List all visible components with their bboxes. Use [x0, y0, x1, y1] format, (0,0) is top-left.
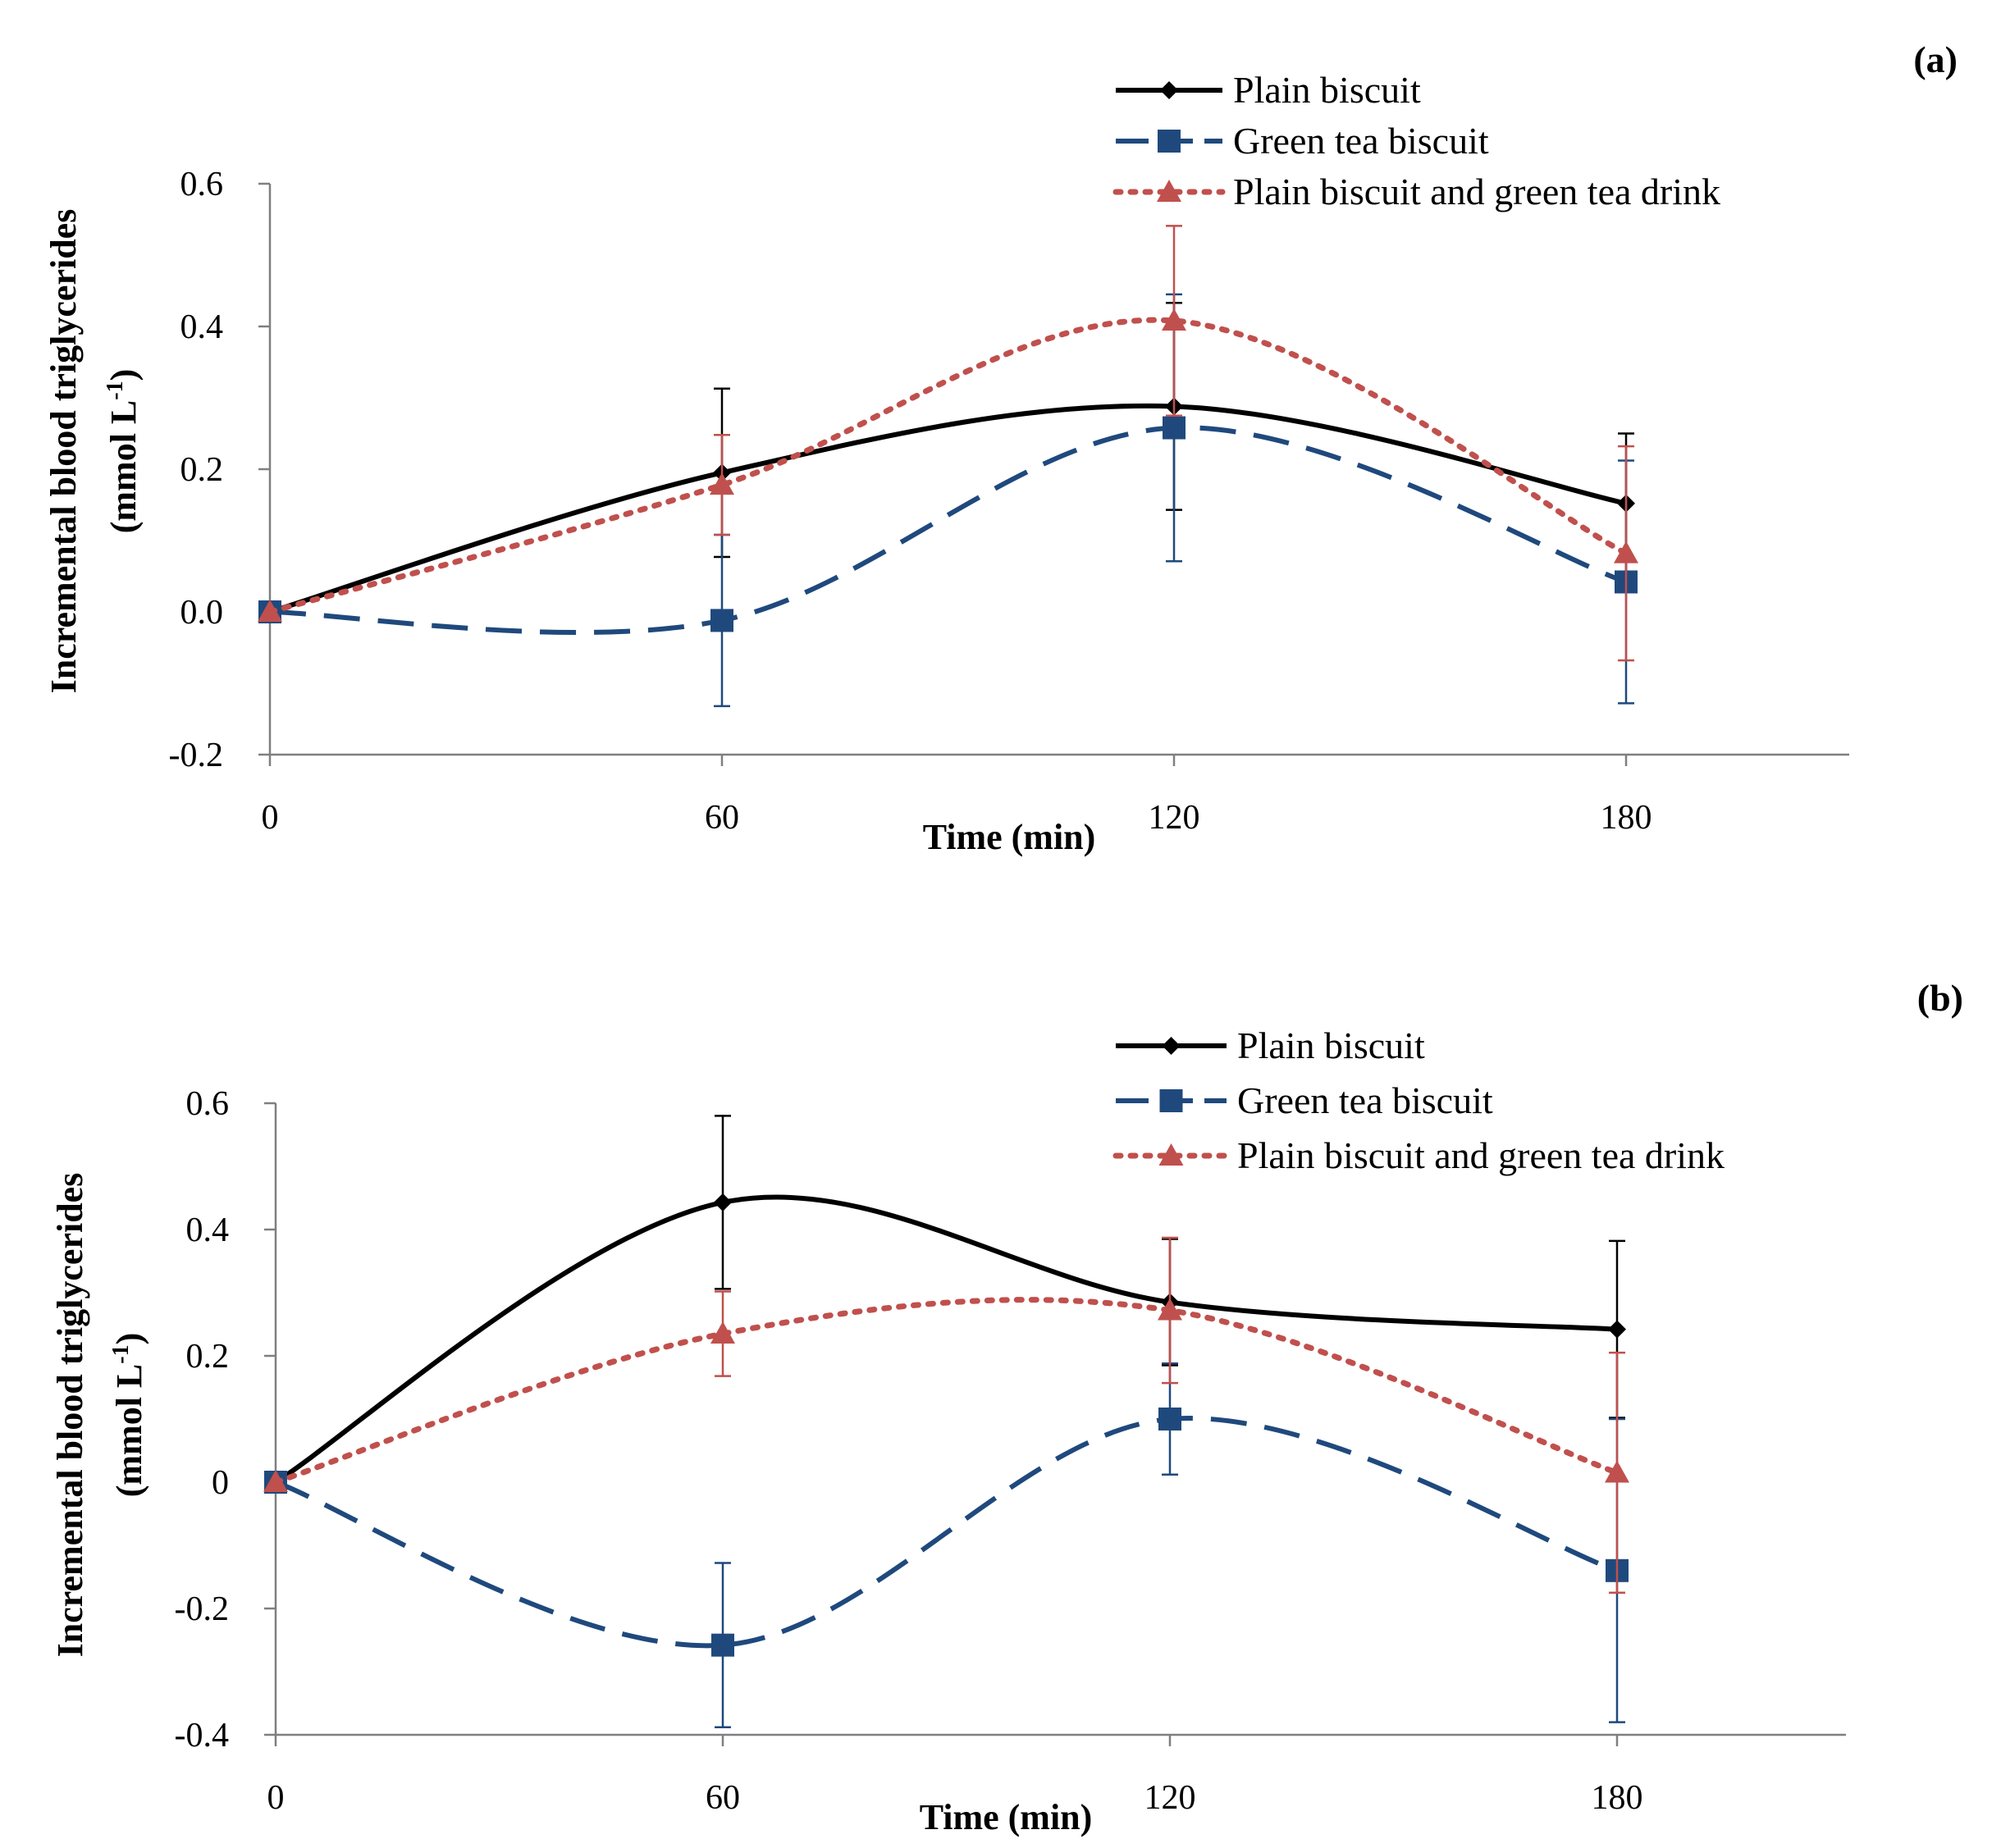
- y-axis-title: Incremental blood triglycerides: [43, 209, 84, 694]
- data-point: [710, 609, 733, 632]
- y-tick-label: 0.4: [186, 1211, 230, 1249]
- series-green-tea-biscuit: [264, 1362, 1629, 1729]
- y-tick-label: 0.2: [180, 451, 224, 489]
- series-line: [269, 403, 1627, 614]
- series-plain-biscuit-and-green-tea-drink: [258, 225, 1638, 662]
- data-point: [710, 472, 734, 495]
- data-point: [711, 1633, 734, 1657]
- x-tick-label: 60: [706, 1779, 740, 1817]
- y-axis-unit: (mmol L-1): [108, 1333, 149, 1498]
- data-point: [714, 1193, 732, 1211]
- panel-b: 0.6 0.4 0.2 0 -0.2 -0.4 0 60 120 180 Time (min) Inc…: [50, 977, 1963, 1837]
- legend-swatch-marker: [1160, 81, 1178, 99]
- series-line: [274, 1416, 1618, 1649]
- x-tick-label: 120: [1149, 799, 1200, 837]
- legend-label: Green tea biscuit: [1233, 120, 1489, 162]
- series-line: [272, 1297, 1620, 1485]
- panel-label: (b): [1917, 977, 1963, 1019]
- y-axis-unit-sup: -1: [103, 381, 128, 399]
- data-point: [1162, 308, 1186, 331]
- y-tick-label: 0.6: [180, 166, 224, 203]
- legend: Plain biscuit Green tea biscuit Plain bisc…: [1112, 69, 1720, 212]
- legend-swatch-marker: [1158, 130, 1181, 153]
- y-tick-label: -0.2: [175, 1590, 230, 1628]
- panel-label: (a): [1913, 39, 1958, 80]
- x-tick-label: 0: [267, 1779, 285, 1817]
- x-tick-label: 60: [705, 799, 739, 837]
- data-point: [1158, 1298, 1182, 1321]
- data-point: [1158, 1408, 1181, 1430]
- y-tick-label: 0.0: [180, 594, 224, 632]
- data-point: [1608, 1320, 1626, 1339]
- x-tick-label: 180: [1592, 1779, 1643, 1817]
- y-axis-unit: (mmol L-1): [103, 369, 144, 534]
- series-line: [269, 425, 1627, 636]
- y-tick-label: 0.4: [180, 308, 224, 346]
- data-point: [263, 1470, 288, 1492]
- data-point: [258, 600, 282, 622]
- y-axis-title: Incremental blood triglycerides: [50, 1173, 90, 1658]
- series-plain-biscuit: [261, 302, 1635, 621]
- series-green-tea-biscuit: [258, 293, 1638, 708]
- legend-label: Plain biscuit: [1233, 69, 1421, 111]
- legend-swatch-marker: [1162, 1037, 1181, 1055]
- legend-label: Plain biscuit and green tea drink: [1237, 1134, 1725, 1176]
- series-plain-biscuit-and-green-tea-drink: [263, 1236, 1629, 1594]
- x-tick-label: 0: [262, 799, 279, 837]
- legend-label: Green tea biscuit: [1237, 1079, 1493, 1121]
- y-axis-unit-sup: -1: [108, 1344, 134, 1363]
- x-tick-label: 120: [1144, 1779, 1196, 1817]
- y-tick-label: 0.2: [186, 1338, 230, 1376]
- legend-label: Plain biscuit and green tea drink: [1233, 171, 1720, 212]
- y-axis-unit-close: ): [103, 369, 144, 381]
- x-axis-title: Time (min): [923, 817, 1096, 857]
- data-point: [1614, 541, 1638, 564]
- legend-swatch-marker: [1158, 1143, 1184, 1166]
- y-tick-label: 0.6: [186, 1085, 230, 1123]
- y-axis-unit-close: ): [109, 1333, 149, 1345]
- data-point: [1605, 1460, 1629, 1483]
- legend-label: Plain biscuit: [1237, 1024, 1425, 1066]
- data-point: [710, 1321, 735, 1344]
- data-point: [1163, 416, 1186, 440]
- series-line: [274, 1194, 1618, 1485]
- y-axis-unit-base: (mmol L: [103, 400, 144, 534]
- x-tick-label: 180: [1601, 799, 1652, 837]
- y-axis-unit-base: (mmol L: [109, 1364, 149, 1498]
- y-tick-label: -0.2: [169, 737, 224, 774]
- legend-swatch-marker: [1157, 180, 1181, 202]
- legend-swatch-marker: [1159, 1089, 1183, 1112]
- y-tick-label: -0.4: [175, 1717, 230, 1754]
- series-line: [267, 317, 1629, 615]
- y-tick-label: 0: [212, 1464, 229, 1502]
- x-axis-title: Time (min): [920, 1797, 1093, 1837]
- panel-a: 0.6 0.4 0.2 0.0 -0.2 0 60 120 180 Time (min) Incre…: [43, 39, 1958, 857]
- legend: Plain biscuit Green tea biscuit Plain bisc…: [1112, 1024, 1725, 1176]
